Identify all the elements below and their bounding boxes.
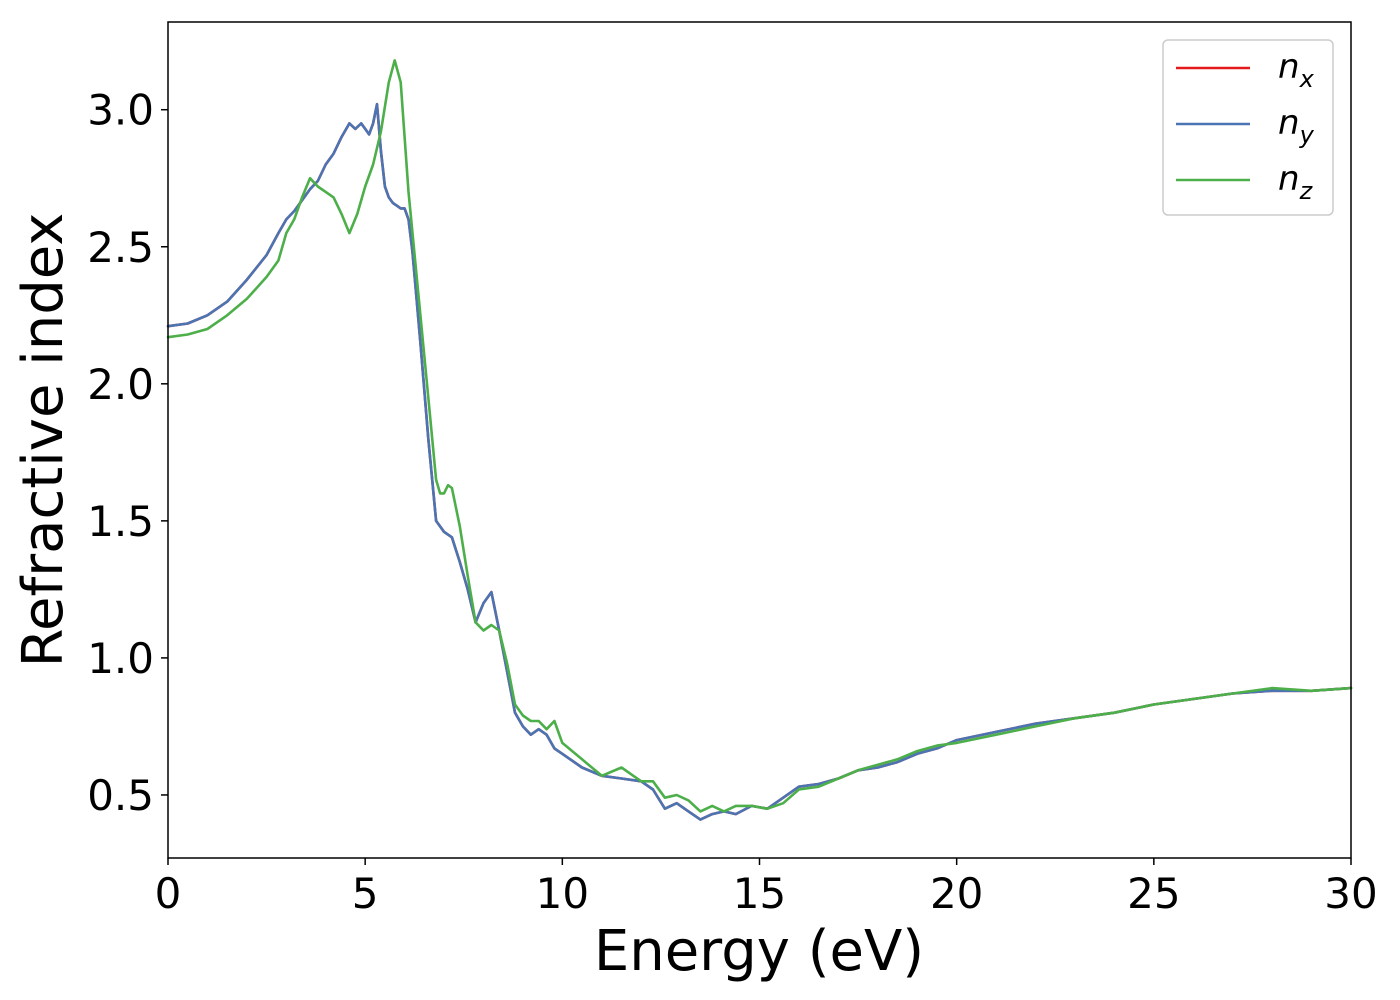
legend-label-subscript: z bbox=[1299, 177, 1314, 205]
y-axis-title: Refractive index bbox=[11, 213, 76, 668]
x-axis-ticks: 0 5 10 15 20 25 30 bbox=[155, 858, 1378, 918]
y-axis-ticks: 0.5 1.0 1.5 2.0 2.5 3.0 bbox=[87, 86, 168, 820]
x-tick-label: 20 bbox=[930, 869, 983, 918]
x-tick-label: 30 bbox=[1324, 869, 1377, 918]
legend-label-nz: nz bbox=[1278, 159, 1314, 205]
y-tick-label: 2.5 bbox=[87, 223, 154, 272]
x-tick-label: 15 bbox=[733, 869, 786, 918]
y-tick-label: 1.0 bbox=[87, 634, 154, 683]
legend-label-subscript: y bbox=[1299, 121, 1315, 149]
y-tick-label: 1.5 bbox=[87, 497, 154, 546]
legend-label-base: n bbox=[1278, 103, 1300, 143]
legend-label-ny: ny bbox=[1278, 103, 1315, 149]
legend-label-base: n bbox=[1278, 159, 1300, 199]
x-tick-label: 25 bbox=[1127, 869, 1180, 918]
plot-lines bbox=[166, 59, 1353, 821]
y-tick-label: 3.0 bbox=[87, 86, 154, 135]
x-axis-title: Energy (eV) bbox=[594, 919, 924, 984]
legend-frame bbox=[1162, 39, 1334, 216]
x-tick-label: 0 bbox=[155, 869, 182, 918]
y-tick-label: 2.0 bbox=[87, 360, 154, 409]
series-line-nz bbox=[166, 59, 1353, 813]
x-tick-label: 5 bbox=[352, 869, 379, 918]
y-tick-label: 0.5 bbox=[87, 771, 154, 820]
legend-label-base: n bbox=[1278, 47, 1300, 87]
legend-label-nx: nx bbox=[1278, 47, 1315, 93]
legend-label-subscript: x bbox=[1299, 65, 1315, 93]
x-tick-label: 10 bbox=[536, 869, 589, 918]
